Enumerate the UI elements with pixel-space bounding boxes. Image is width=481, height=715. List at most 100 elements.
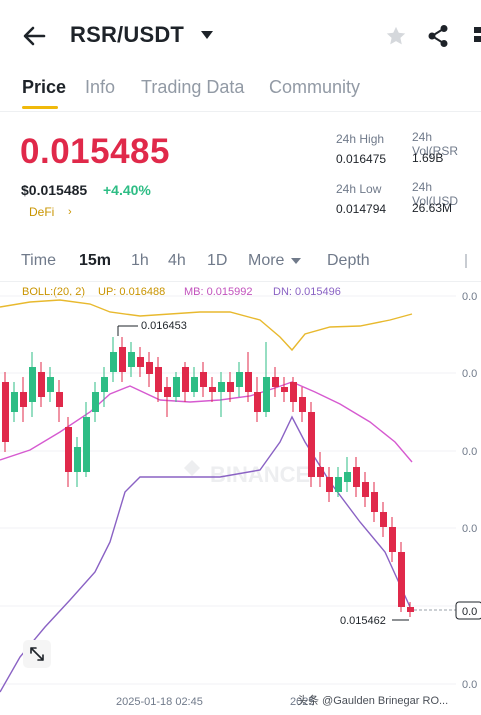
vol-quote-label: 24h Vol(USD [412,180,459,208]
candle-body [299,397,306,412]
chevron-right-icon[interactable]: › [68,206,72,218]
candle-body [110,352,117,372]
candle-body [65,427,72,472]
candle-body [398,552,405,607]
last-price-box [455,601,481,620]
usd-price: $0.015485 [21,182,88,198]
binance-logo-icon [184,460,200,476]
candle-body [326,477,333,492]
candle-body [317,467,324,477]
y-axis-label: 0.0 [462,446,477,458]
boll-upper-line [0,299,413,352]
tab-trading-data[interactable]: Trading Data [141,77,245,97]
share-icon[interactable] [427,24,449,48]
candle-body [56,392,63,407]
candle-body [101,377,108,392]
candle-body [389,527,396,552]
x-axis-label: 2025-01-18 02:45 [116,696,203,708]
interval-15m[interactable]: 15m [79,252,112,269]
candle-body [209,387,216,392]
candle-body [119,347,126,372]
boll-lower-line [0,415,411,693]
candle-body [128,352,135,367]
depth-tab[interactable]: Depth [327,252,370,269]
vol-base-value: 1.69B [412,151,444,165]
x-axis-label: 2025 [290,696,314,708]
boll-middle-line [0,381,413,463]
expand-icon [30,647,44,661]
y-axis-label: 0.0 [462,679,477,691]
interval-4h[interactable]: 4h [168,252,186,269]
candle-body [245,372,252,392]
candle-body [74,447,81,472]
candle-body [29,367,36,402]
interval-more[interactable]: More [248,252,285,269]
star-icon[interactable] [385,25,407,47]
candlestick-chart[interactable]: BINANCE 0.016453 0.015462 0.0 0.0 0.0 0.… [0,282,481,715]
low-label: 24h Low [336,182,382,196]
boll-mb-legend: MB: 0.015992 [184,286,253,298]
active-tab-indicator [22,106,58,109]
boll-up-legend: UP: 0.016488 [98,286,166,298]
interval-1h[interactable]: 1h [131,252,149,269]
candle-body [2,382,9,442]
last-price: 0.015485 [20,132,170,171]
y-axis-label: 0.0 [462,523,477,535]
candle-body [308,412,315,477]
price-change-percent: +4.40% [103,182,151,198]
candle-body [38,372,45,397]
category-tag[interactable]: DeFi [29,205,55,219]
tab-info[interactable]: Info [85,77,116,97]
y-axis-label: 0.0 [462,291,477,303]
max-price-label: 0.016453 [141,320,187,332]
candle-body [380,512,387,527]
candle-body [290,382,297,402]
more-caret-icon[interactable] [291,258,301,264]
candle-body [236,372,243,387]
last-price-axis-label: 0.0 [462,606,477,618]
pair-title[interactable]: RSR/USDT [70,22,185,47]
candle-body [335,477,342,492]
fullscreen-expand-button[interactable] [23,640,51,668]
candle-body [227,382,234,392]
candle-body [281,387,288,392]
candle-body [218,382,225,392]
candle-body [83,417,90,472]
candle-body [146,362,153,374]
tab-community[interactable]: Community [269,77,361,97]
candle-body [344,472,351,482]
candle-body [20,392,27,407]
candle-body [263,377,270,412]
candle-body [362,482,369,497]
tab-divider [0,111,481,112]
candle-body [254,392,261,412]
candle-body [353,467,360,487]
boll-dn-legend: DN: 0.015496 [273,286,341,298]
candle-body [182,367,189,392]
candle-body [47,377,54,392]
chart-settings-icon[interactable] [465,254,467,268]
candle-body [407,607,414,612]
interval-time[interactable]: Time [21,252,56,269]
more-options-icon[interactable] [474,27,481,43]
tab-price[interactable]: Price [22,77,67,97]
interval-1d[interactable]: 1D [207,252,228,269]
candle-body [164,387,171,397]
pair-dropdown-caret-icon[interactable] [201,31,213,39]
chart-watermark: BINANCE [210,462,310,487]
candle-body [272,377,279,387]
candle-body [137,357,144,367]
candle-body [173,377,180,397]
high-label: 24h High [336,132,385,146]
back-arrow-icon[interactable] [20,22,48,50]
candle-body [191,377,198,392]
low-value: 0.014794 [336,202,387,216]
candle-body [200,372,207,387]
y-axis-label: 0.0 [462,368,477,380]
interval-divider [0,281,481,282]
min-price-label: 0.015462 [340,615,386,627]
source-credit: 头条 @Gaulden Brinegar RO... [297,695,449,707]
vol-base-label: 24h Vol(RSR [412,130,459,158]
candle-body [155,367,162,392]
candle-body [92,392,99,412]
